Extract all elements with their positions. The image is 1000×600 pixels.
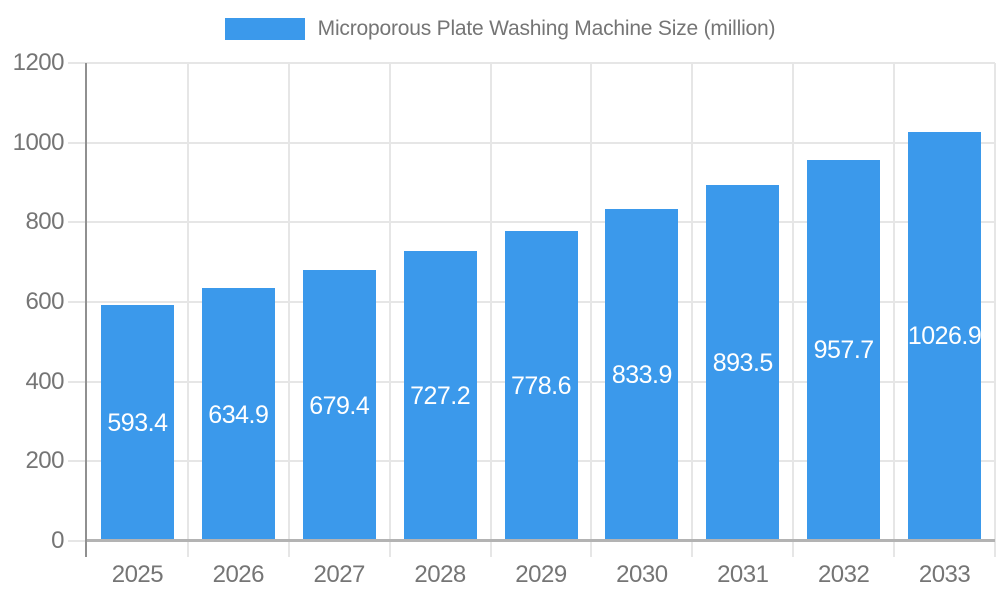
gridline-horizontal xyxy=(68,221,995,224)
gridline-vertical xyxy=(489,63,492,557)
gridline-vertical xyxy=(590,63,593,557)
x-axis-tick-label: 2030 xyxy=(616,561,668,588)
bar[interactable] xyxy=(706,185,780,541)
gridline-vertical xyxy=(893,63,896,557)
bar-value-label: 593.4 xyxy=(107,408,168,437)
bar-value-label: 833.9 xyxy=(611,360,673,389)
y-axis-tick-label: 1200 xyxy=(12,49,65,76)
bar[interactable] xyxy=(302,270,376,541)
gridline-vertical xyxy=(994,63,996,557)
bar[interactable] xyxy=(403,251,477,541)
gridline-horizontal xyxy=(68,62,995,64)
x-axis-tick-label: 2027 xyxy=(313,561,366,588)
legend-series-label: Microporous Plate Washing Machine Size (… xyxy=(317,17,776,40)
bar[interactable] xyxy=(908,131,982,541)
bar[interactable] xyxy=(201,288,275,541)
y-axis-tick xyxy=(68,540,87,542)
x-axis-tick-label: 2033 xyxy=(918,561,971,588)
bar-value-label: 679.4 xyxy=(309,391,370,420)
y-axis-tick-label: 200 xyxy=(25,447,64,475)
bar-value-label: 634.9 xyxy=(208,400,269,429)
y-axis-tick-label: 600 xyxy=(25,288,64,315)
gridline-horizontal xyxy=(68,141,995,144)
bar-value-label: 778.6 xyxy=(510,371,572,400)
x-axis-tick-label: 2031 xyxy=(717,561,769,588)
gridline-vertical xyxy=(287,63,290,557)
x-axis-tick-label: 2025 xyxy=(111,561,164,588)
gridline-vertical xyxy=(388,63,391,557)
bar-value-label: 957.7 xyxy=(813,336,875,365)
y-axis-tick-label: 400 xyxy=(25,367,64,395)
bar[interactable] xyxy=(504,230,578,541)
y-axis-tick-label: 800 xyxy=(25,208,64,236)
y-axis-tick-label: 1000 xyxy=(12,128,65,156)
x-axis-line xyxy=(87,539,995,542)
bar[interactable] xyxy=(605,208,679,541)
legend-swatch xyxy=(224,18,305,40)
y-axis-line xyxy=(85,63,87,557)
chart-legend[interactable]: Microporous Plate Washing Machine Size (… xyxy=(0,17,1000,41)
bar[interactable] xyxy=(807,159,881,541)
x-axis-tick-label: 2028 xyxy=(414,561,466,588)
gridline-vertical xyxy=(691,63,694,557)
x-axis-tick-label: 2026 xyxy=(212,561,265,588)
bar-value-label: 727.2 xyxy=(410,382,471,411)
x-axis-tick-label: 2029 xyxy=(515,561,567,588)
gridline-vertical xyxy=(792,63,795,557)
bar-value-label: 893.5 xyxy=(712,349,774,378)
y-axis-tick-label: 0 xyxy=(51,527,64,554)
gridline-vertical xyxy=(186,63,189,557)
x-axis-tick-label: 2032 xyxy=(817,561,870,588)
bar[interactable] xyxy=(100,304,174,541)
bar-value-label: 1026.9 xyxy=(907,322,982,351)
